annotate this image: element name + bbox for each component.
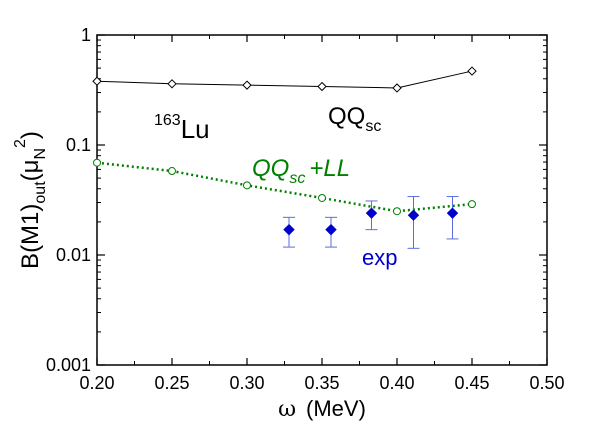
open-circle-point	[243, 181, 251, 190]
open-diamond-point	[317, 81, 327, 92]
open-circle-point	[393, 207, 401, 216]
x-tick-label: 0.35	[304, 373, 339, 393]
axis-ticks: 0.20 0.25 0.30 0.35 0.40 0.45 0.50 0.001 0.01 0.1…	[46, 25, 565, 393]
filled-diamond-point	[283, 223, 295, 236]
open-diamond-point	[167, 79, 177, 89]
open-diamond-point	[92, 76, 102, 86]
x-tick-label: 0.45	[454, 373, 489, 393]
series-0	[92, 66, 477, 93]
series-layer	[92, 66, 477, 249]
series-line	[96, 161, 473, 213]
filled-diamond-point	[407, 209, 420, 221]
x-tick-label: 0.50	[529, 373, 564, 393]
y-tick-label: 0.01	[56, 245, 91, 265]
open-diamond-point	[392, 83, 402, 93]
x-tick-label: 0.30	[229, 373, 264, 393]
x-tick-label: 0.20	[79, 373, 114, 393]
open-circle-point	[318, 193, 326, 202]
series-2	[283, 196, 459, 249]
open-circle-point	[168, 167, 176, 176]
exp-label: exp	[362, 245, 397, 270]
open-diamond-point	[242, 80, 252, 90]
y-tick-label: 0.001	[46, 355, 91, 375]
open-circle-point	[468, 200, 476, 209]
y-tick-label: 1	[81, 25, 91, 45]
y-axis-title: B(M1)out(μN2)	[12, 131, 49, 269]
x-tick-label: 0.40	[379, 373, 414, 393]
open-diamond-point	[467, 66, 477, 76]
filled-diamond-point	[446, 207, 459, 219]
filled-diamond-point	[365, 207, 378, 219]
filled-diamond-point	[325, 223, 337, 236]
x-axis-title: ω (MeV)	[278, 396, 366, 422]
qq-sc-ll-label: QQsc +LL	[252, 155, 350, 187]
series-1	[93, 158, 476, 216]
x-tick-label: 0.25	[154, 373, 189, 393]
nucleus-label: 163Lu	[154, 112, 210, 144]
series-line	[96, 70, 473, 89]
open-circle-point	[93, 158, 101, 167]
qq-sc-label: QQsc	[328, 103, 381, 135]
y-tick-label: 0.1	[66, 135, 91, 155]
